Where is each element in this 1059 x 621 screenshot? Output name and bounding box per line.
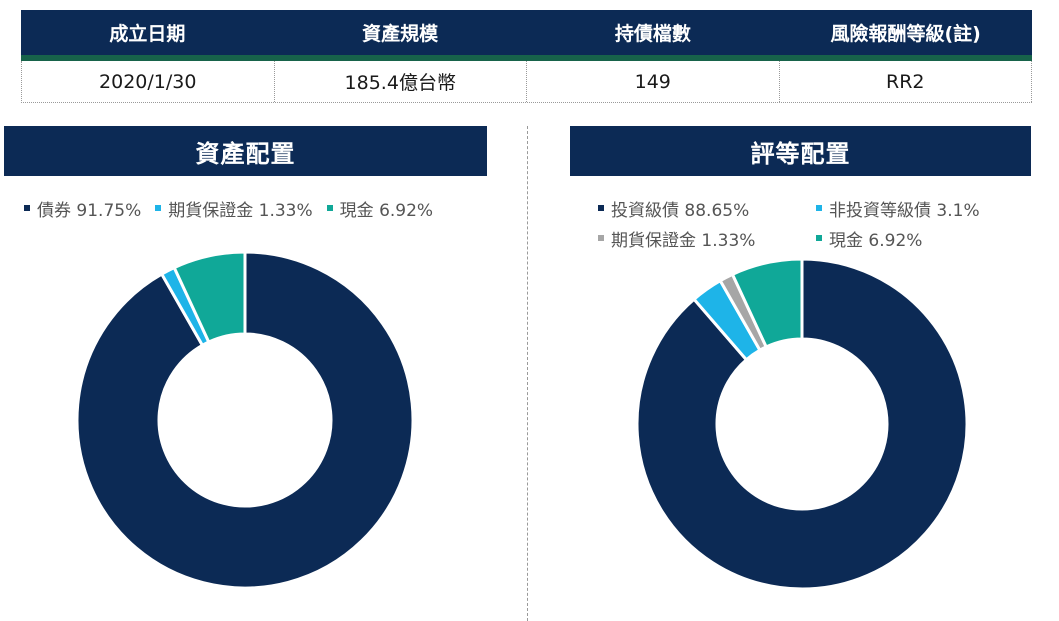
legend-value: 91.75% [76,201,142,221]
legend-value: 6.92% [868,231,923,251]
asset-allocation-panel: 資產配置 債券 91.75% 期貨保證金 1.33% 現金 6.92% [4,126,487,226]
donut-slice-1 [635,257,969,591]
legend-label: 期貨保證金 [168,201,254,221]
legend-label: 期貨保證金 [611,231,696,251]
header-holdings-count: 持債檔數 [614,23,691,45]
summary-value-row: 2020/1/30 185.4億台幣 149 RR2 [21,61,1032,103]
legend-item-investment-grade: 投資級債 88.65% [598,196,816,226]
value-risk-level: RR2 [780,61,1032,102]
value-asset-size: 185.4億台幣 [275,61,527,102]
header-asset-size: 資產規模 [362,23,439,45]
legend-item-futures-margin: 期貨保證金 1.33% [155,196,313,226]
legend-label: 現金 [829,231,863,251]
legend-value: 1.33% [258,201,313,221]
donut-slice-3 [172,250,247,344]
rating-allocation-title: 評等配置 [570,126,1031,176]
asset-allocation-donut [75,250,415,590]
legend-swatch [24,205,30,211]
legend-item-cash: 現金 6.92% [326,196,434,226]
legend-item-futures-margin: 期貨保證金 1.33% [598,226,816,256]
rating-allocation-donut [635,257,969,591]
panel-divider [527,126,528,621]
legend-label: 投資級債 [611,201,679,221]
asset-allocation-title: 資產配置 [4,126,487,176]
legend-swatch [155,205,162,211]
fund-summary-table: 成立日期 資產規模 持債檔數 風險報酬等級(註) 2020/1/30 185.4… [21,10,1032,103]
rating-allocation-legend: 投資級債 88.65% 非投資等級債 3.1% 期貨保證金 1.33% 現金 6… [570,196,1038,256]
legend-swatch [326,205,333,211]
header-risk-level: 風險報酬等級(註) [830,23,981,45]
legend-label: 現金 [339,201,374,221]
legend-item-cash: 現金 6.92% [816,226,1034,256]
donut-slice-1 [75,250,415,590]
legend-swatch [816,205,822,211]
legend-item-bonds: 債券 91.75% [24,196,141,226]
value-holdings-count: 149 [527,61,780,102]
value-inception-date: 2020/1/30 [22,61,275,102]
summary-header-row: 成立日期 資產規模 持債檔數 風險報酬等級(註) [21,10,1032,55]
asset-allocation-legend: 債券 91.75% 期貨保證金 1.33% 現金 6.92% [4,196,487,226]
legend-swatch [598,205,604,211]
header-inception-date: 成立日期 [109,23,186,45]
legend-value: 88.65% [684,201,750,221]
legend-value: 1.33% [701,231,756,251]
legend-item-high-yield: 非投資等級債 3.1% [816,196,1034,226]
legend-value: 3.1% [936,201,980,221]
legend-label: 非投資等級債 [829,201,931,221]
legend-swatch [598,235,604,241]
legend-label: 債券 [37,201,71,221]
header-stripe [21,55,1032,61]
donut-slice-4 [730,257,804,349]
legend-value: 6.92% [379,201,434,221]
legend-swatch [816,235,822,241]
rating-allocation-panel: 評等配置 投資級債 88.65% 非投資等級債 3.1% 期貨保證金 1.33%… [570,126,1031,256]
